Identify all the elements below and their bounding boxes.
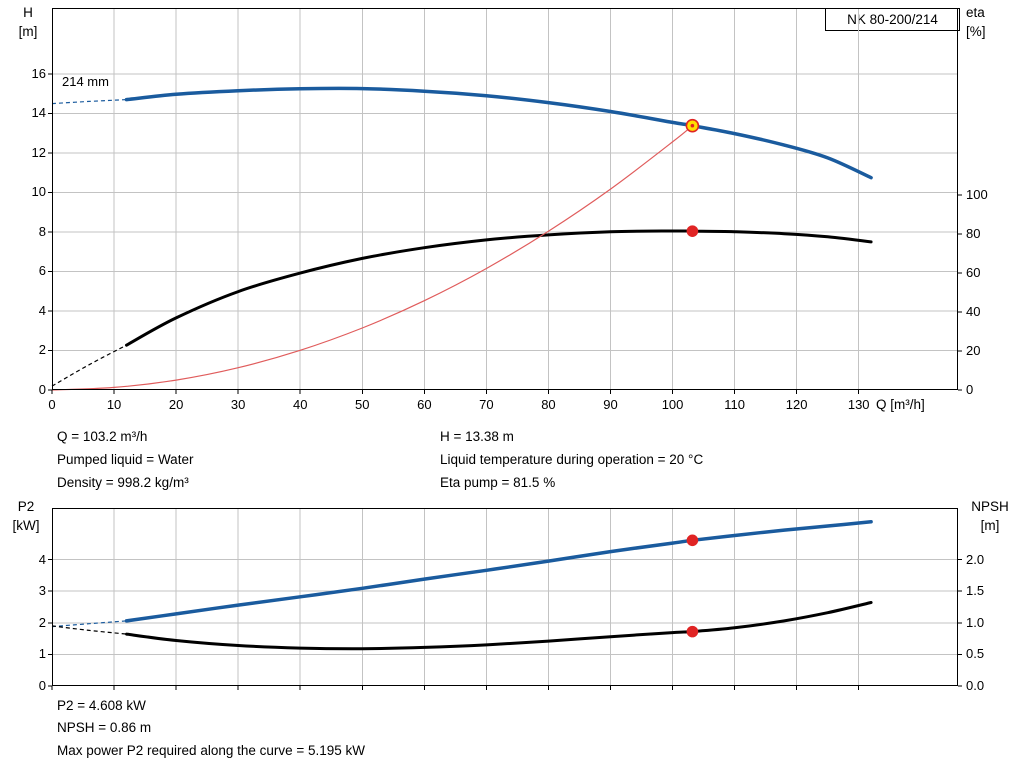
npsh-curve-lead [51,625,127,635]
eta-axis-title-symbol: eta [966,5,985,20]
tick-label: 3 [38,583,46,599]
info-npsh: NPSH = 0.86 m [57,720,152,735]
plot-frame [48,8,962,394]
h-axis-title-symbol: H [23,5,33,20]
npsh-axis-title: NPSH [m] [962,497,1018,535]
tick-label: 20 [168,397,184,412]
tick-label: 2.0 [966,551,985,567]
tick-label: 1.5 [966,583,985,599]
h-axis-title-unit: [m] [18,24,38,39]
tick-label: 60 [417,397,432,412]
tick-label: 1 [38,646,46,662]
tick-label: 40 [966,304,981,320]
info-p2: P2 = 4.608 kW [57,698,146,713]
tick-label: 30 [230,397,246,412]
info-liquid-temperature: Liquid temperature during operation = 20… [440,452,704,467]
tick-label: 80 [541,397,556,412]
tick-label: 0 [38,678,46,693]
tick-label: 60 [966,265,981,281]
info-head: H = 13.38 m [440,429,514,444]
p2-curve [124,520,873,623]
duty-point-markers [685,118,700,237]
p2-axis-title: P2 [kW] [6,497,46,535]
q-axis-title: Q [m³/h] [876,397,925,412]
curve-series [51,520,873,651]
tick-label: 6 [38,263,46,279]
tick-label: 20 [966,343,981,359]
info-q: Q = 103.2 m³/h [57,429,148,444]
info-density: Density = 998.2 kg/m³ [57,475,189,490]
tick-label: 70 [479,397,494,412]
tick-label: 10 [31,184,46,200]
head-efficiency-chart [48,8,962,394]
duty-point-p2 [686,534,699,547]
p2-axis-title-symbol: P2 [17,499,35,514]
tick-label: 120 [785,397,808,412]
impeller-diameter-label: 214 mm [62,74,109,89]
grid-lines [52,508,958,686]
tick-label: 2 [38,614,46,630]
efficiency-curve [125,229,873,347]
tick-label: 100 [966,187,988,203]
tick-label: 1.0 [966,614,985,630]
info-pumped-liquid: Pumped liquid = Water [57,452,194,467]
tick-label: 0.0 [966,678,985,693]
duty-point-head-center [690,123,695,128]
efficiency-curve-lead [51,344,127,387]
npsh-curve [125,601,873,651]
duty-point-npsh [686,625,699,638]
npsh-axis-title-unit: [m] [980,518,1000,533]
p2-curve-lead [51,620,127,628]
head-curve-214mm [124,86,873,180]
tick-label: 90 [603,397,618,412]
h-axis-title: H [m] [10,3,46,41]
tick-label: 0 [48,397,56,412]
p2-axis-title-unit: [kW] [12,518,40,533]
eta-axis-title: eta [%] [966,3,1010,41]
duty-point-eta [686,225,699,237]
tick-label: 0 [38,382,46,397]
grid-lines [52,8,958,390]
tick-label: 50 [355,397,370,412]
tick-label: 4 [38,302,46,318]
tick-label: 0 [966,382,974,397]
tick-label: 80 [966,226,981,242]
tick-label: 100 [661,397,684,412]
duty-point-markers [686,534,699,638]
tick-label: 110 [724,397,745,412]
info-eta-pump: Eta pump = 81.5 % [440,475,556,490]
curve-series [51,86,873,391]
power-npsh-chart [48,508,962,690]
tick-label: 8 [38,223,46,239]
head-curve-214mm-lead [51,99,127,105]
tick-label: 12 [31,144,46,160]
plot-frame [48,508,962,690]
tick-label: 16 [31,65,46,81]
npsh-axis-title-symbol: NPSH [971,499,1009,514]
eta-axis-title-unit: [%] [966,24,986,39]
tick-label: 2 [38,342,46,358]
tick-label: 40 [292,397,308,412]
system-curve [51,125,693,391]
tick-label: 10 [106,397,122,412]
tick-label: 4 [38,551,46,567]
tick-label: 14 [31,105,46,121]
info-max-power: Max power P2 required along the curve = … [57,743,366,758]
tick-label: 0.5 [966,646,985,662]
tick-label: 130 [847,397,870,412]
